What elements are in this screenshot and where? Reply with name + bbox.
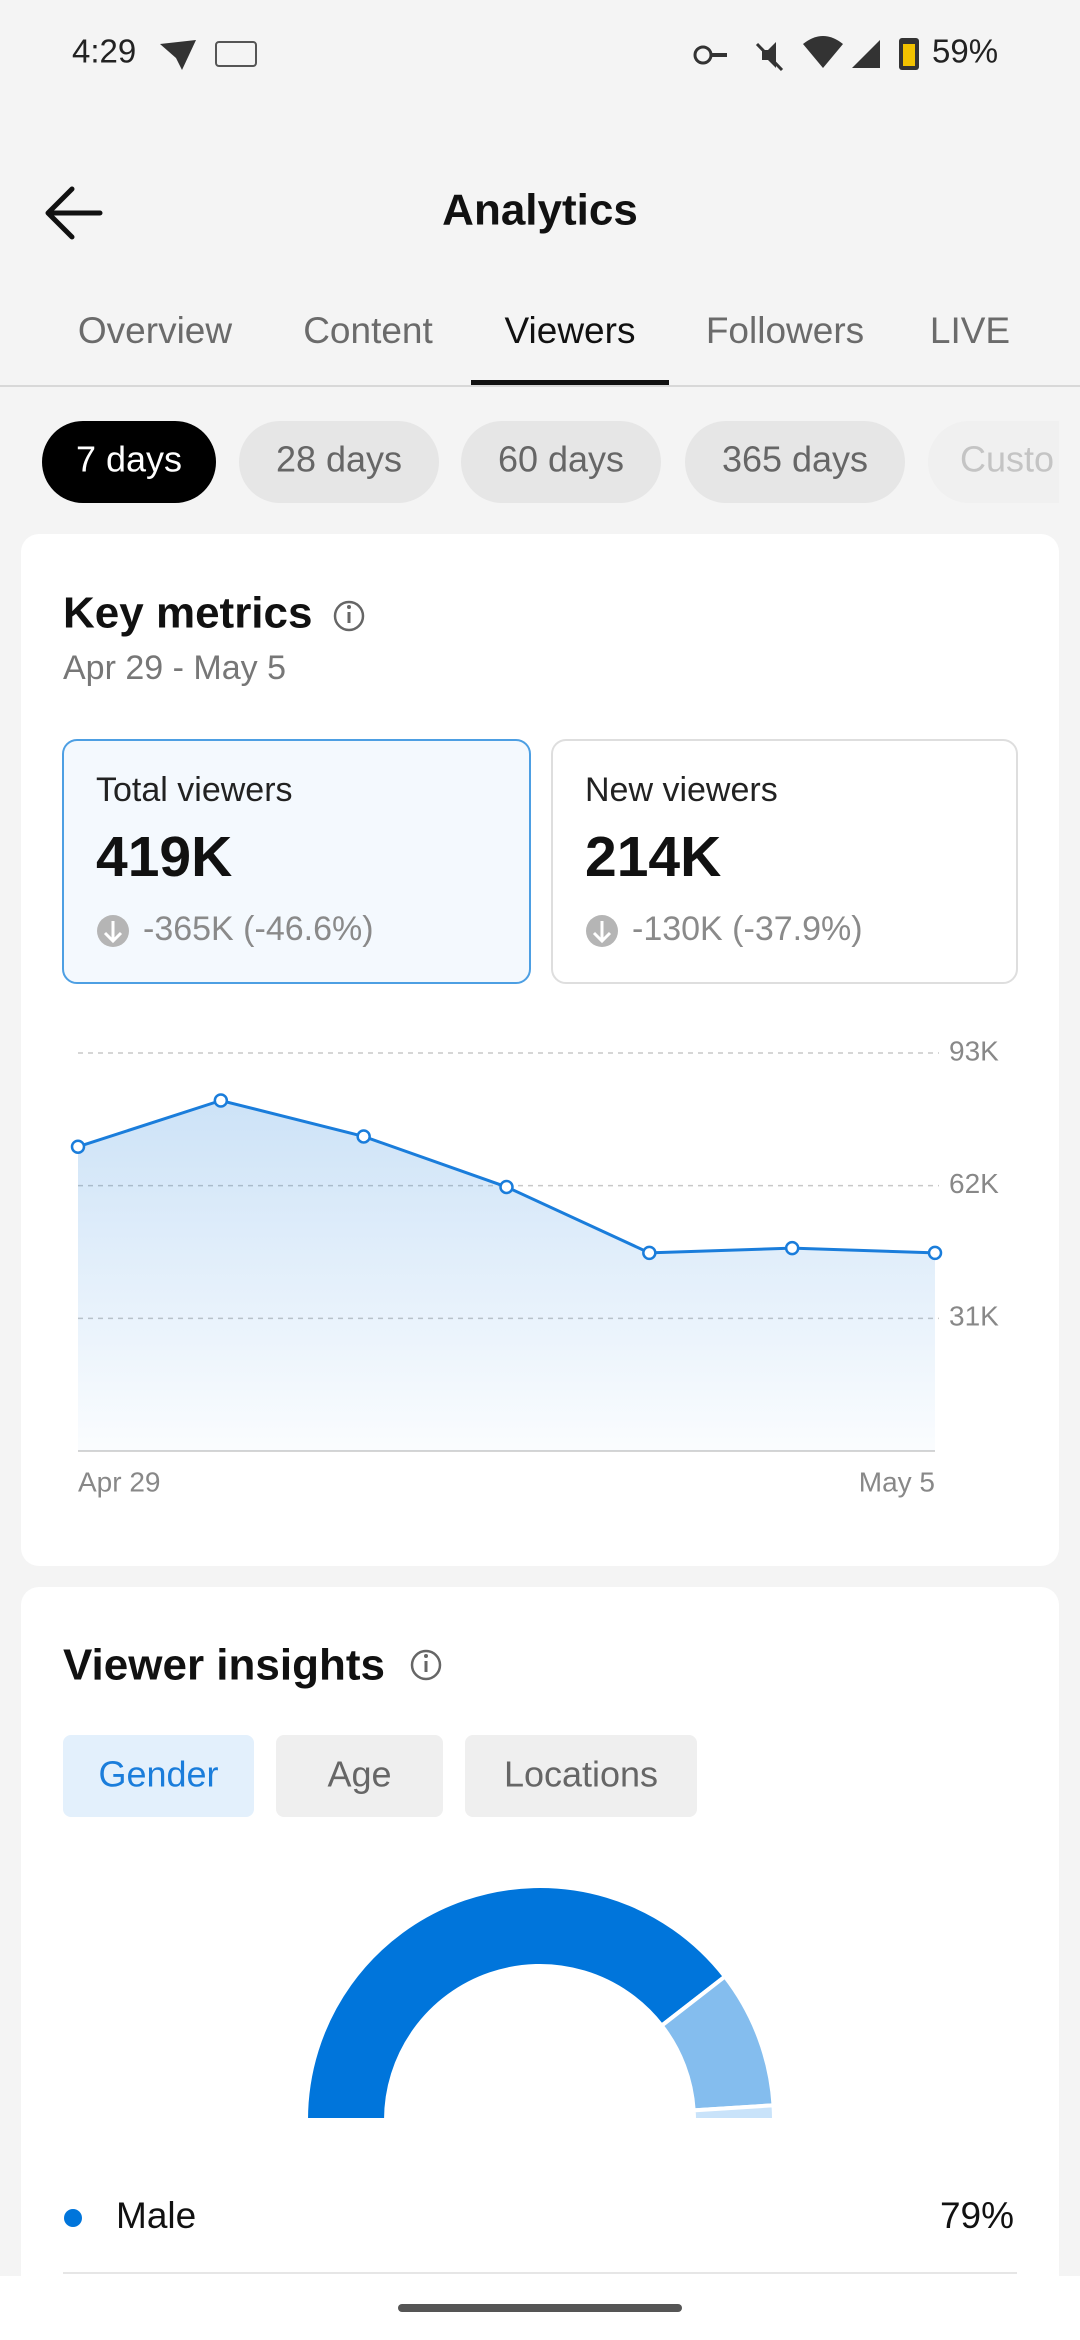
tab[interactable]: Overview (78, 310, 232, 351)
telegram-icon (160, 40, 196, 70)
section-title: Viewer insights (63, 1641, 385, 1690)
filter-chip[interactable] (63, 1735, 254, 1817)
metric-label: New viewers (585, 771, 778, 809)
period-label[interactable]: 60 days (498, 439, 624, 480)
point (784, 1240, 800, 1256)
metric-card[interactable] (62, 739, 531, 984)
metric-card[interactable] (551, 739, 1018, 984)
tab-underline (471, 380, 669, 385)
y-tick-label: 62K (949, 1168, 999, 1199)
period-label[interactable]: Custo (960, 439, 1054, 480)
period-pill[interactable] (928, 421, 1080, 503)
battery-level: 59% (932, 33, 998, 70)
filter-chip[interactable] (465, 1735, 697, 1817)
info-icon[interactable] (410, 1649, 442, 1681)
period-selector: 7 days 28 days 60 days 365 days Custo (42, 421, 1080, 503)
period-label[interactable]: 7 days (76, 439, 182, 480)
back-button[interactable] (45, 186, 103, 240)
filter-chip[interactable] (276, 1735, 443, 1817)
gauge-segment (691, 2103, 777, 2122)
tab[interactable]: Content (303, 310, 433, 351)
tab[interactable]: Viewers (505, 310, 636, 351)
period-pill[interactable] (685, 421, 905, 503)
period-pill[interactable] (42, 421, 216, 503)
info-icon[interactable] (333, 600, 365, 632)
filter-label[interactable]: Gender (98, 1754, 218, 1795)
point (642, 1245, 657, 1261)
point (70, 1139, 86, 1154)
y-tick-label: 31K (949, 1301, 999, 1332)
section-title: Key metrics (63, 589, 312, 638)
y-tick-label: 93K (949, 1035, 999, 1066)
metric-value: 214K (585, 825, 721, 889)
legend-value: 79% (940, 2195, 1014, 2236)
tab[interactable]: Followers (706, 310, 864, 351)
legend-divider (63, 2272, 1017, 2274)
temu-icon (215, 41, 257, 67)
legend-label: Male (116, 2195, 196, 2236)
period-pill[interactable] (239, 421, 439, 503)
metric-change: -130K (-37.9%) (632, 910, 863, 948)
home-indicator[interactable] (398, 2304, 682, 2312)
status-icons (693, 36, 919, 72)
down-arrow (103, 921, 123, 944)
x-tick-label: Apr 29 (78, 1466, 161, 1497)
gauge-segment (303, 1884, 728, 2122)
x-tick-label: May 5 (859, 1466, 935, 1497)
legend-dot (64, 2209, 82, 2227)
point (499, 1179, 514, 1195)
area (78, 1100, 935, 1451)
metric-value: 419K (96, 825, 232, 889)
point (213, 1093, 229, 1108)
filter-label[interactable]: Age (327, 1754, 391, 1795)
period-pill[interactable] (461, 421, 661, 503)
status-time: 4:29 (72, 33, 136, 70)
tab-divider (0, 385, 1080, 387)
point (356, 1129, 371, 1144)
period-label[interactable]: 365 days (722, 439, 868, 480)
header-title: Analytics (442, 186, 638, 235)
tab[interactable]: LIVE (930, 310, 1010, 351)
filter-label[interactable]: Locations (504, 1754, 658, 1795)
point (927, 1245, 943, 1261)
date-range: Apr 29 - May 5 (63, 649, 286, 687)
metric-label: Total viewers (96, 771, 293, 809)
metric-change: -365K (-46.6%) (143, 910, 374, 948)
down-arrow (592, 921, 612, 944)
period-label[interactable]: 28 days (276, 439, 402, 480)
